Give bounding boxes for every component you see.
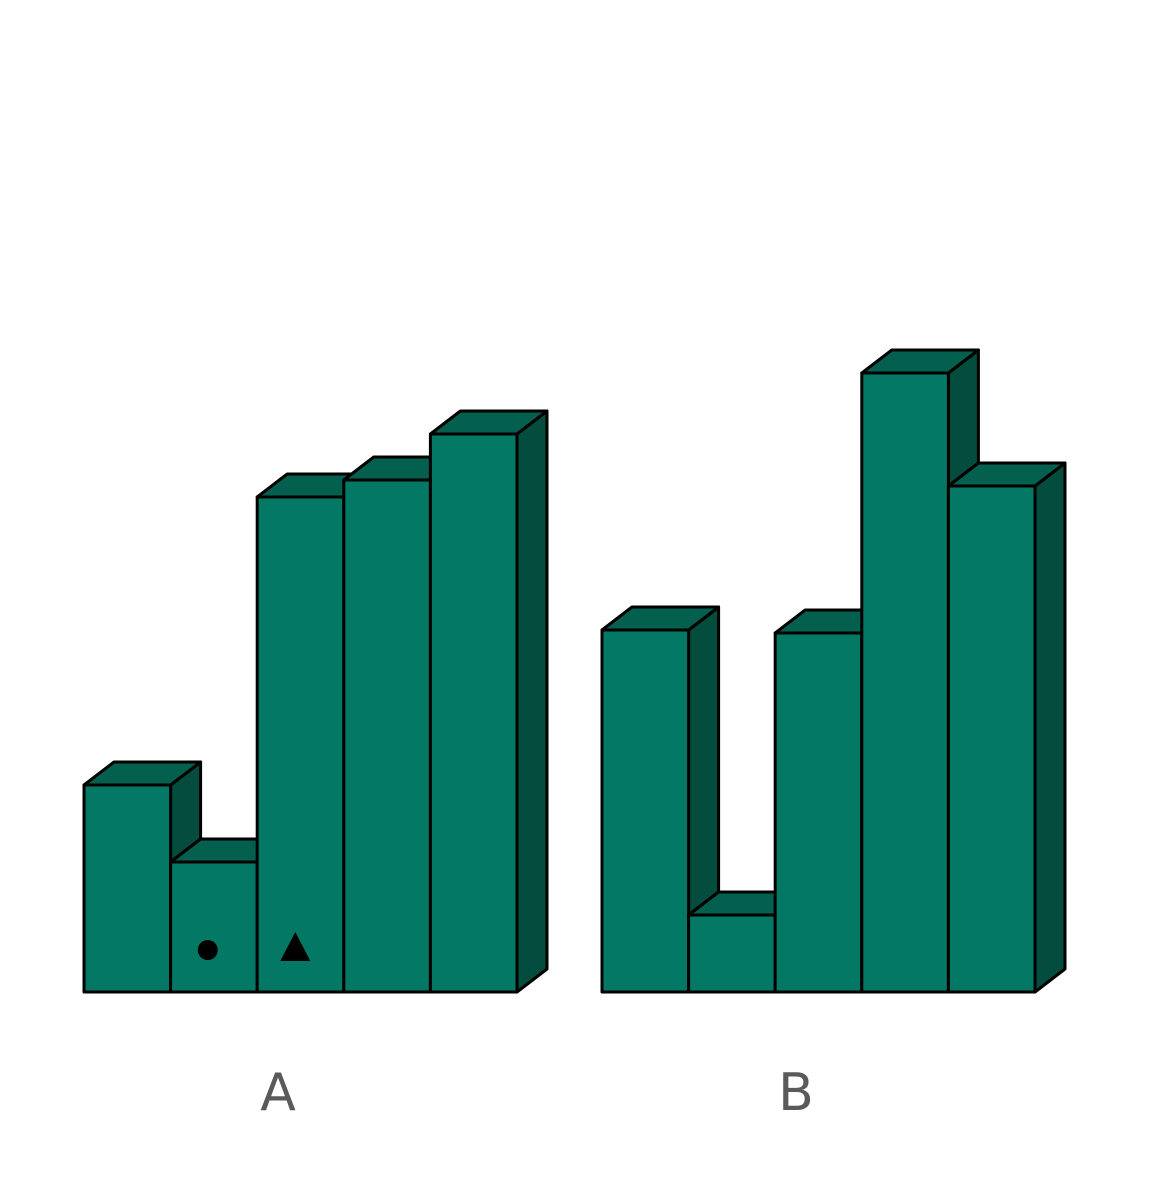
circle-marker-icon bbox=[197, 940, 218, 960]
triangle-marker-icon bbox=[280, 932, 311, 961]
column-front-face bbox=[82, 783, 173, 994]
column-front-face bbox=[428, 432, 519, 994]
column-front-face bbox=[773, 631, 864, 994]
group-label-a: A bbox=[260, 1063, 296, 1123]
column-front-face bbox=[600, 628, 691, 994]
column-front-face bbox=[687, 913, 777, 994]
group-label-b: B bbox=[778, 1063, 814, 1123]
column-side-face bbox=[1033, 461, 1067, 994]
block-group-a bbox=[82, 409, 549, 994]
column-front-face bbox=[860, 371, 950, 994]
column-front-face bbox=[255, 495, 346, 994]
column-front-face bbox=[169, 860, 259, 994]
column-side-face bbox=[515, 409, 549, 994]
column-side-face bbox=[687, 605, 721, 917]
block-group-b bbox=[600, 348, 1067, 994]
column-front-face bbox=[342, 478, 432, 994]
column-front-face bbox=[946, 484, 1037, 994]
